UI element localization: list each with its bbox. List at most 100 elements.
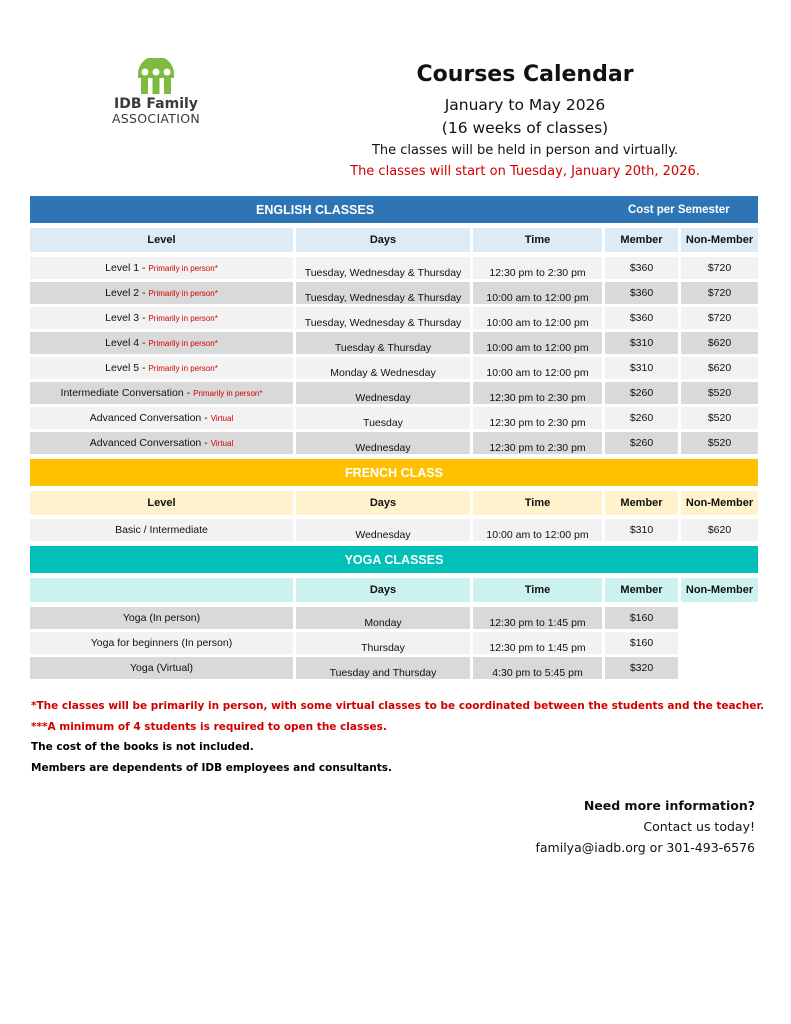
french-cell-nonmember: $620	[681, 519, 758, 541]
column-header-nonmember: Non-Member	[681, 228, 758, 252]
date-range: January to May 2026	[444, 96, 606, 114]
english-cell-time: 10:00 am to 12:00 pm	[473, 307, 602, 329]
member-text: $310	[629, 362, 654, 374]
english-section-header: ENGLISH CLASSES Cost per Semester	[30, 196, 758, 223]
level-text: Yoga (Virtual)	[129, 662, 194, 674]
column-header-nonmember: Non-Member	[681, 491, 758, 515]
column-header-time: Time	[473, 228, 602, 252]
yoga-cell-member: $160	[605, 607, 678, 629]
english-cell-time: 12:30 pm to 2:30 pm	[473, 382, 602, 404]
page-title: Courses Calendar	[416, 62, 634, 87]
mode-text: The classes will be held in person and v…	[371, 143, 679, 158]
column-header-member: Member	[605, 228, 678, 252]
days-text: Thursday	[361, 642, 405, 654]
english-cell-member: $360	[605, 257, 678, 279]
english-cell-member: $260	[605, 407, 678, 429]
time-text: 12:30 pm to 2:30 pm	[489, 442, 586, 454]
english-cell-nonmember: $520	[681, 407, 758, 429]
mode-note: Primarily in person*	[148, 263, 218, 273]
mode-note: Primarily in person*	[148, 363, 218, 373]
days-text: Tuesday	[363, 417, 403, 429]
english-cell-nonmember: $520	[681, 432, 758, 454]
english-cell-member: $260	[605, 432, 678, 454]
mode-note: Virtual	[210, 438, 234, 448]
english-cell-level: Level 2 - Primarily in person*	[30, 282, 293, 304]
logo-line2: ASSOCIATION	[111, 111, 201, 126]
english-cell-days: Tuesday, Wednesday & Thursday	[296, 307, 470, 329]
english-cell-time: 10:00 am to 12:00 pm	[473, 282, 602, 304]
yoga-cell-level: Yoga for beginners (In person)	[30, 632, 293, 654]
contact-details[interactable]: familya@iadb.org or 301-493-6576	[535, 840, 755, 855]
english-cell-member: $360	[605, 307, 678, 329]
nonmember-text: $720	[707, 287, 732, 299]
english-cell-level: Level 1 - Primarily in person*	[30, 257, 293, 279]
level-text: Yoga (In person)	[122, 612, 201, 624]
family-logo-icon	[138, 58, 174, 94]
english-cell-days: Tuesday, Wednesday & Thursday	[296, 282, 470, 304]
days-text: Tuesday, Wednesday & Thursday	[304, 292, 462, 304]
note: ***A minimum of 4 students is required t…	[31, 720, 387, 733]
column-header-level: Level	[30, 491, 293, 515]
yoga-cell-time: 12:30 pm to 1:45 pm	[473, 607, 602, 629]
member-text: $260	[629, 412, 654, 424]
english-cell-level: Advanced Conversation - Virtual	[30, 432, 293, 454]
time-text: 12:30 pm to 1:45 pm	[489, 617, 586, 629]
column-header-days: Days	[296, 228, 470, 252]
column-header-days: Days	[296, 491, 470, 515]
yoga-cell-level: Yoga (Virtual)	[30, 657, 293, 679]
level-text: Advanced Conversation -	[89, 412, 208, 424]
column-header-member: Member	[605, 578, 678, 602]
member-text: $160	[629, 637, 654, 649]
member-text: $360	[629, 287, 654, 299]
time-text: 10:00 am to 12:00 pm	[486, 367, 589, 379]
mode-note: Primarily in person*	[148, 288, 218, 298]
contact-heading: Need more information?	[583, 798, 755, 813]
column-header-days: Days	[296, 578, 470, 602]
english-cell-level: Level 3 - Primarily in person*	[30, 307, 293, 329]
yoga-cell-level: Yoga (In person)	[30, 607, 293, 629]
level-text: Intermediate Conversation -	[60, 387, 191, 399]
time-text: 12:30 pm to 2:30 pm	[489, 267, 586, 279]
english-cell-level: Level 5 - Primarily in person*	[30, 357, 293, 379]
yoga-cell-time: 4:30 pm to 5:45 pm	[473, 657, 602, 679]
time-text: 10:00 am to 12:00 pm	[486, 529, 589, 541]
days-text: Wednesday	[355, 442, 411, 454]
english-cell-nonmember: $720	[681, 307, 758, 329]
column-header-time: Time	[473, 578, 602, 602]
time-text: 10:00 am to 12:00 pm	[486, 342, 589, 354]
nonmember-text: $720	[707, 312, 732, 324]
level-text: Level 4 -	[105, 337, 146, 349]
yoga-cell-time: 12:30 pm to 1:45 pm	[473, 632, 602, 654]
nonmember-text: $520	[707, 412, 732, 424]
french-cell-days: Wednesday	[296, 519, 470, 541]
start-text: The classes will start on Tuesday, Janua…	[350, 164, 700, 179]
level-text: Advanced Conversation -	[89, 437, 208, 449]
member-text: $360	[629, 262, 654, 274]
days-text: Tuesday, Wednesday & Thursday	[304, 317, 462, 329]
english-cell-level: Level 4 - Primarily in person*	[30, 332, 293, 354]
weeks: (16 weeks of classes)	[441, 119, 609, 137]
english-cell-nonmember: $720	[681, 257, 758, 279]
nonmember-text: $620	[707, 362, 732, 374]
column-header-empty	[30, 578, 293, 602]
mode-note: Primarily in person*	[148, 338, 218, 348]
yoga-cell-days: Tuesday and Thursday	[296, 657, 470, 679]
yoga-section-header: YOGA CLASSES	[30, 546, 758, 573]
english-cell-time: 12:30 pm to 2:30 pm	[473, 432, 602, 454]
cost-label: Cost per Semester	[628, 203, 730, 216]
french-section-header: FRENCH CLASS	[30, 459, 758, 486]
notes: *The classes will be primarily in person…	[31, 696, 764, 778]
time-text: 12:30 pm to 2:30 pm	[489, 392, 586, 404]
english-cell-member: $310	[605, 357, 678, 379]
english-cell-nonmember: $720	[681, 282, 758, 304]
note: *The classes will be primarily in person…	[31, 700, 765, 712]
section-title: FRENCH CLASS	[345, 465, 443, 480]
yoga-cell-days: Monday	[296, 607, 470, 629]
section-title: YOGA CLASSES	[344, 552, 444, 567]
member-text: $320	[629, 662, 654, 674]
yoga-cell-member: $320	[605, 657, 678, 679]
french-cell-member: $310	[605, 519, 678, 541]
english-cell-level: Advanced Conversation - Virtual	[30, 407, 293, 429]
time-text: 4:30 pm to 5:45 pm	[492, 667, 583, 679]
column-header-member: Member	[605, 491, 678, 515]
